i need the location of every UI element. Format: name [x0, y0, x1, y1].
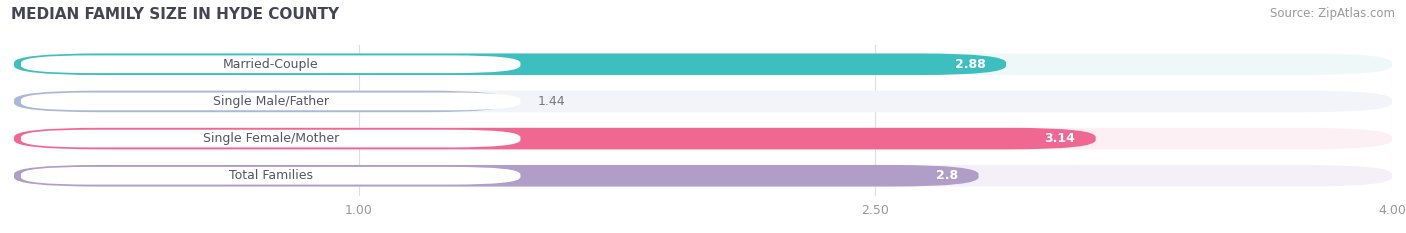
FancyBboxPatch shape	[14, 53, 1392, 75]
FancyBboxPatch shape	[21, 93, 520, 110]
FancyBboxPatch shape	[21, 55, 520, 73]
Text: MEDIAN FAMILY SIZE IN HYDE COUNTY: MEDIAN FAMILY SIZE IN HYDE COUNTY	[11, 7, 339, 22]
FancyBboxPatch shape	[14, 128, 1392, 149]
Text: 2.88: 2.88	[955, 58, 986, 71]
FancyBboxPatch shape	[14, 128, 1095, 149]
Text: Married-Couple: Married-Couple	[224, 58, 319, 71]
FancyBboxPatch shape	[14, 165, 1392, 187]
Text: 3.14: 3.14	[1045, 132, 1076, 145]
FancyBboxPatch shape	[14, 165, 979, 187]
Text: Single Female/Mother: Single Female/Mother	[202, 132, 339, 145]
FancyBboxPatch shape	[14, 91, 510, 112]
FancyBboxPatch shape	[21, 167, 520, 185]
Text: Source: ZipAtlas.com: Source: ZipAtlas.com	[1270, 7, 1395, 20]
Text: Single Male/Father: Single Male/Father	[212, 95, 329, 108]
Text: Total Families: Total Families	[229, 169, 312, 182]
FancyBboxPatch shape	[14, 53, 1007, 75]
FancyBboxPatch shape	[14, 91, 1392, 112]
FancyBboxPatch shape	[21, 130, 520, 147]
Text: 2.8: 2.8	[936, 169, 957, 182]
Text: 1.44: 1.44	[537, 95, 565, 108]
